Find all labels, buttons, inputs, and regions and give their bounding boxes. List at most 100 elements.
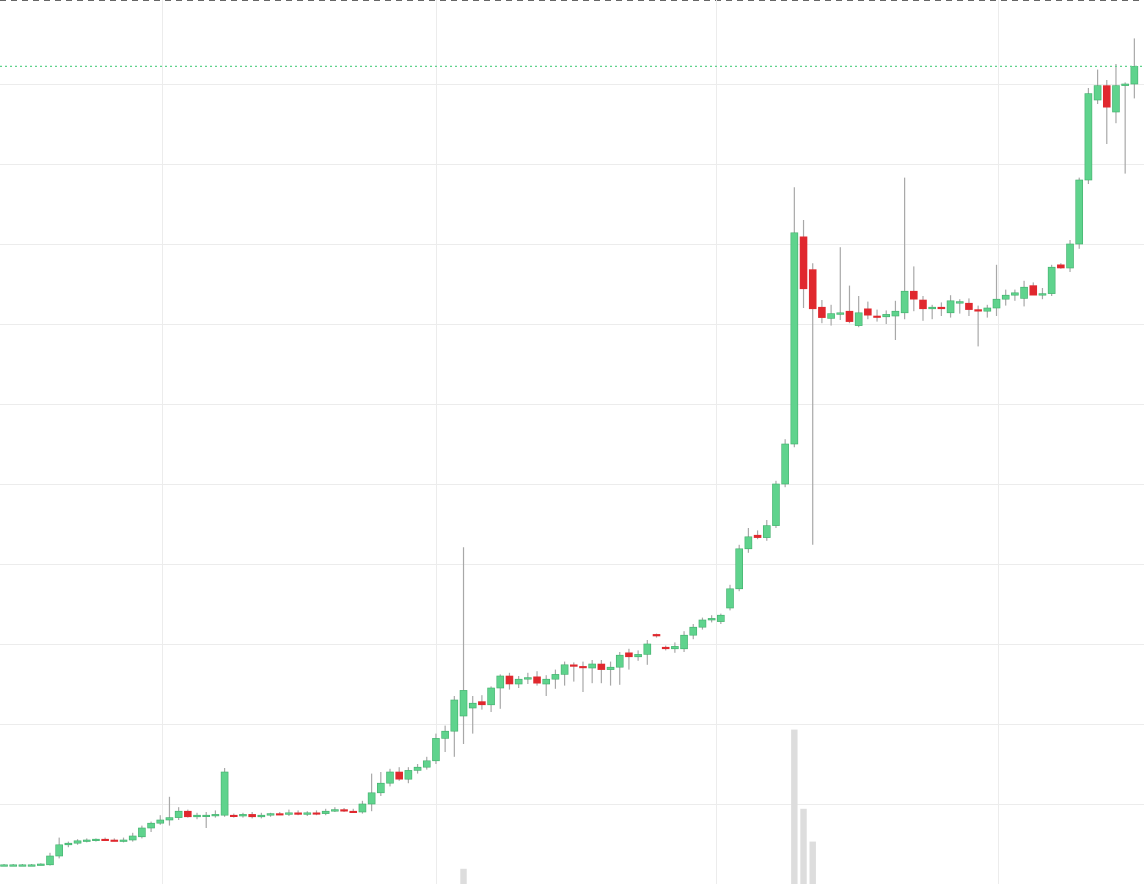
candle-body — [992, 298, 1001, 309]
candle-body — [873, 315, 881, 318]
candle-body — [82, 839, 91, 842]
candle-body — [377, 782, 385, 794]
candle-body — [735, 548, 743, 590]
candle-body — [910, 290, 918, 300]
candle-body — [1029, 285, 1038, 296]
candle-body — [790, 232, 799, 445]
candle-body — [1001, 294, 1010, 300]
candle-body — [138, 827, 146, 838]
candle-body — [772, 483, 780, 526]
candle-body — [1011, 292, 1019, 296]
candle-body — [900, 290, 909, 314]
candle-body — [1084, 93, 1093, 181]
candle-body — [744, 536, 753, 550]
candle-body — [753, 534, 762, 538]
candle-body — [652, 634, 661, 637]
candle-body — [707, 618, 716, 621]
candle-body — [1130, 66, 1139, 85]
candle-body — [1066, 243, 1074, 269]
candle-body — [285, 812, 293, 815]
candle-body — [450, 699, 459, 732]
candle-body — [514, 678, 523, 685]
candle-body — [110, 839, 119, 842]
candle-body — [432, 738, 440, 762]
candle-body — [165, 817, 174, 821]
candle-body — [312, 812, 321, 815]
candle-body — [799, 236, 808, 290]
candle-body — [1112, 85, 1120, 113]
candle-body — [827, 313, 835, 319]
candle-body — [1121, 83, 1129, 86]
candle-body — [128, 835, 137, 841]
candle-body — [73, 840, 82, 844]
candle-body — [331, 809, 339, 812]
candle-body — [808, 269, 817, 310]
candle-body — [542, 678, 551, 685]
candle-body — [119, 839, 128, 842]
candle-body — [37, 863, 45, 866]
candle-body — [505, 675, 514, 685]
candle-body — [101, 838, 109, 842]
candle-body — [294, 812, 302, 815]
candle-body — [239, 814, 247, 817]
candle-body — [643, 643, 652, 655]
candle-body — [358, 803, 367, 813]
candle-body — [845, 310, 854, 322]
candle-body — [781, 443, 789, 485]
candle-body — [441, 730, 449, 739]
candle-body — [615, 654, 624, 668]
candle-body — [533, 676, 541, 684]
candle-body — [928, 306, 936, 310]
candle-body — [275, 813, 284, 816]
candle-body — [156, 819, 165, 824]
candle-body — [864, 308, 872, 316]
candle-body — [64, 842, 73, 846]
candle-body — [1047, 266, 1056, 294]
candle-body — [634, 654, 642, 658]
candle-body — [955, 301, 964, 304]
candle-body — [395, 771, 403, 780]
candle-body — [1075, 179, 1084, 245]
candle-body — [174, 810, 183, 818]
candle-body — [404, 770, 413, 780]
candle-body — [1038, 293, 1047, 296]
candle-body — [1102, 85, 1111, 108]
candle-body — [946, 300, 955, 314]
candle-body — [717, 614, 725, 622]
candle-body — [478, 701, 486, 706]
candle-body — [248, 814, 256, 818]
candle-body — [0, 864, 8, 867]
candle-body — [321, 810, 330, 814]
candle-body — [1057, 264, 1065, 269]
candle-body — [193, 814, 201, 818]
candle-body — [762, 525, 771, 538]
volume-bar — [791, 729, 798, 884]
candle-body — [229, 814, 238, 818]
candle-body — [147, 822, 155, 829]
candle-body — [597, 663, 606, 670]
candle-body — [882, 314, 891, 318]
candle-body — [524, 677, 532, 680]
candle-body — [184, 810, 192, 818]
candle-body — [891, 310, 900, 317]
candle-body — [974, 309, 982, 312]
candle-body — [349, 810, 358, 814]
candle-body — [818, 306, 826, 318]
candle-body — [680, 634, 688, 650]
candle-body — [965, 302, 973, 310]
candle-body — [1093, 85, 1102, 101]
candle-body — [689, 626, 698, 636]
candle-body — [569, 664, 578, 667]
candle-body — [496, 675, 505, 689]
candle-body — [983, 307, 992, 312]
volume-bar — [809, 841, 816, 884]
candle-body — [202, 814, 211, 818]
candle-body — [413, 766, 422, 771]
candle-body — [303, 812, 312, 815]
candle-body — [55, 844, 63, 857]
candle-body — [919, 299, 927, 310]
candle-body — [625, 652, 633, 658]
candle-body — [459, 690, 468, 717]
candle-body — [27, 864, 36, 867]
candle-body — [579, 666, 587, 669]
